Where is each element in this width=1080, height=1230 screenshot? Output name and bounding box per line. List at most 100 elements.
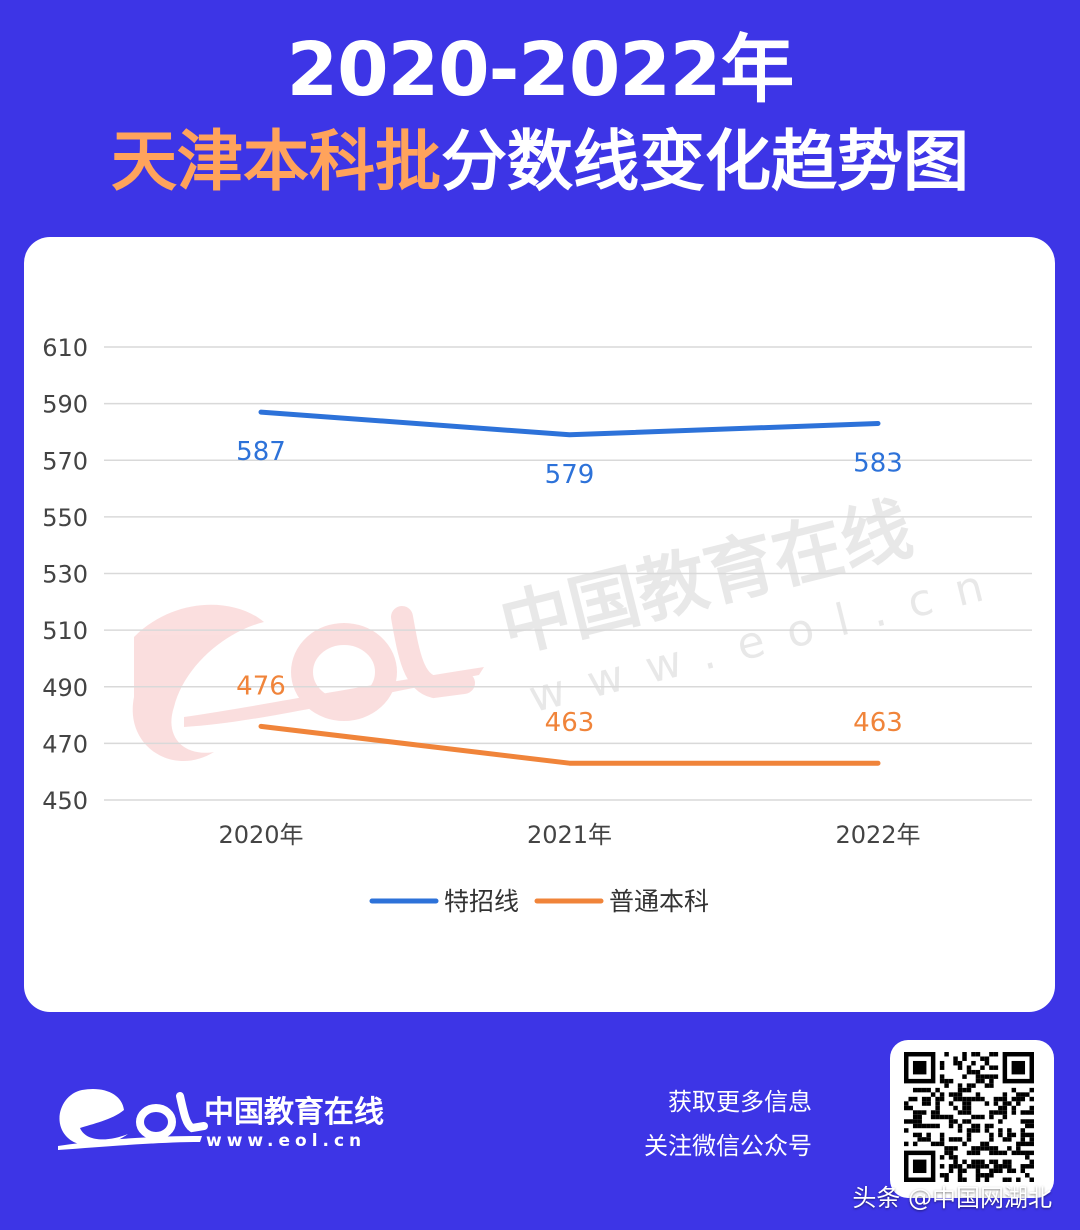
qr-module xyxy=(904,1119,909,1124)
qr-module xyxy=(975,1128,981,1133)
qr-module xyxy=(975,1114,981,1120)
qr-module xyxy=(966,1150,972,1156)
qr-module xyxy=(953,1060,958,1066)
qr-module xyxy=(904,1141,909,1147)
eol-logo: 中国教育在线 www.eol.cn xyxy=(58,1088,384,1151)
qr-module xyxy=(962,1119,967,1124)
qr-module xyxy=(1002,1110,1008,1115)
qr-module xyxy=(1020,1096,1026,1102)
eol-logo-mark-e xyxy=(59,1088,128,1146)
legend-label: 普通本科 xyxy=(609,887,709,916)
qr-module xyxy=(989,1173,994,1178)
qr-module xyxy=(1007,1159,1012,1165)
qr-module xyxy=(1002,1101,1008,1106)
promo-line-2: 关注微信公众号 xyxy=(644,1132,812,1160)
qr-module xyxy=(993,1065,999,1070)
qr-module xyxy=(944,1114,949,1120)
qr-module xyxy=(993,1168,999,1174)
qr-module xyxy=(957,1060,963,1066)
qr-module xyxy=(971,1096,976,1102)
qr-module xyxy=(904,1105,909,1111)
qr-module xyxy=(917,1132,922,1138)
qr-module xyxy=(1002,1150,1008,1156)
y-tick-label: 590 xyxy=(42,391,88,419)
qr-module xyxy=(1011,1168,1017,1174)
qr-module xyxy=(984,1128,990,1133)
y-tick-label: 570 xyxy=(42,447,88,475)
y-tick-label: 550 xyxy=(42,504,88,532)
data-label: 579 xyxy=(545,460,595,490)
qr-module xyxy=(939,1141,945,1147)
qr-module xyxy=(1020,1150,1026,1156)
qr-module xyxy=(948,1123,954,1129)
qr-module xyxy=(971,1146,976,1151)
qr-module xyxy=(944,1083,949,1088)
qr-module xyxy=(939,1164,945,1169)
qr-module xyxy=(1007,1128,1012,1133)
qr-module xyxy=(904,1101,909,1106)
qr-module xyxy=(957,1087,963,1093)
qr-module xyxy=(939,1078,945,1084)
qr-module xyxy=(1025,1173,1030,1178)
qr-module xyxy=(1029,1105,1034,1111)
qr-module xyxy=(984,1173,990,1178)
qr-module xyxy=(944,1146,949,1151)
qr-module xyxy=(993,1110,999,1115)
qr-module xyxy=(944,1052,949,1057)
qr-module xyxy=(917,1087,922,1093)
qr-module xyxy=(989,1132,994,1138)
qr-module xyxy=(975,1052,981,1057)
qr-module xyxy=(921,1096,927,1102)
qr-module xyxy=(926,1123,931,1129)
qr-module xyxy=(975,1173,981,1178)
data-labels: 587 579 583 476 463 463 xyxy=(236,437,903,738)
qr-module xyxy=(1029,1150,1034,1156)
qr-module xyxy=(984,1164,990,1169)
qr-module xyxy=(971,1069,976,1075)
qr-module xyxy=(1029,1096,1034,1102)
qr-module xyxy=(939,1092,945,1097)
qr-module xyxy=(980,1078,985,1084)
qr-module xyxy=(984,1074,990,1079)
qr-module xyxy=(957,1173,963,1178)
qr-module xyxy=(962,1105,967,1111)
qr-code-icon[interactable] xyxy=(904,1052,1034,1182)
qr-module xyxy=(935,1114,940,1120)
qr-module xyxy=(998,1096,1003,1102)
qr-module xyxy=(935,1096,940,1102)
series-line xyxy=(258,409,881,438)
qr-module xyxy=(1025,1150,1030,1156)
qr-module xyxy=(975,1123,981,1129)
qr-module xyxy=(966,1101,972,1106)
qr-module xyxy=(957,1092,963,1097)
qr-module xyxy=(1002,1159,1008,1165)
eol-logo-l xyxy=(391,606,475,699)
qr-module xyxy=(939,1132,945,1138)
qr-module xyxy=(930,1092,936,1097)
y-tick-label: 470 xyxy=(42,730,88,758)
qr-module xyxy=(926,1096,931,1102)
qr-module xyxy=(912,1096,918,1102)
qr-module xyxy=(1011,1087,1017,1093)
qr-module xyxy=(926,1101,931,1106)
line-chart: 中国教育在线 www.eol.cn 4504704905105305505705… xyxy=(42,334,1032,916)
qr-module xyxy=(1011,1096,1017,1102)
data-label: 476 xyxy=(236,671,286,701)
qr-module xyxy=(980,1096,985,1102)
qr-module xyxy=(984,1101,990,1106)
qr-module xyxy=(921,1137,927,1142)
qr-module xyxy=(989,1114,994,1120)
footer-logo-text: 中国教育在线 xyxy=(204,1095,384,1130)
eol-logo-o xyxy=(291,623,397,721)
qr-module xyxy=(912,1110,918,1115)
qr-module xyxy=(984,1060,990,1066)
qr-module xyxy=(939,1155,945,1160)
qr-module xyxy=(921,1110,927,1115)
qr-module xyxy=(993,1159,999,1165)
qr-module xyxy=(962,1096,967,1102)
qr-module xyxy=(966,1069,972,1075)
qr-module xyxy=(1002,1177,1008,1182)
qr-code-box[interactable] xyxy=(890,1040,1054,1198)
qr-module xyxy=(917,1110,922,1115)
qr-module xyxy=(1020,1128,1026,1133)
